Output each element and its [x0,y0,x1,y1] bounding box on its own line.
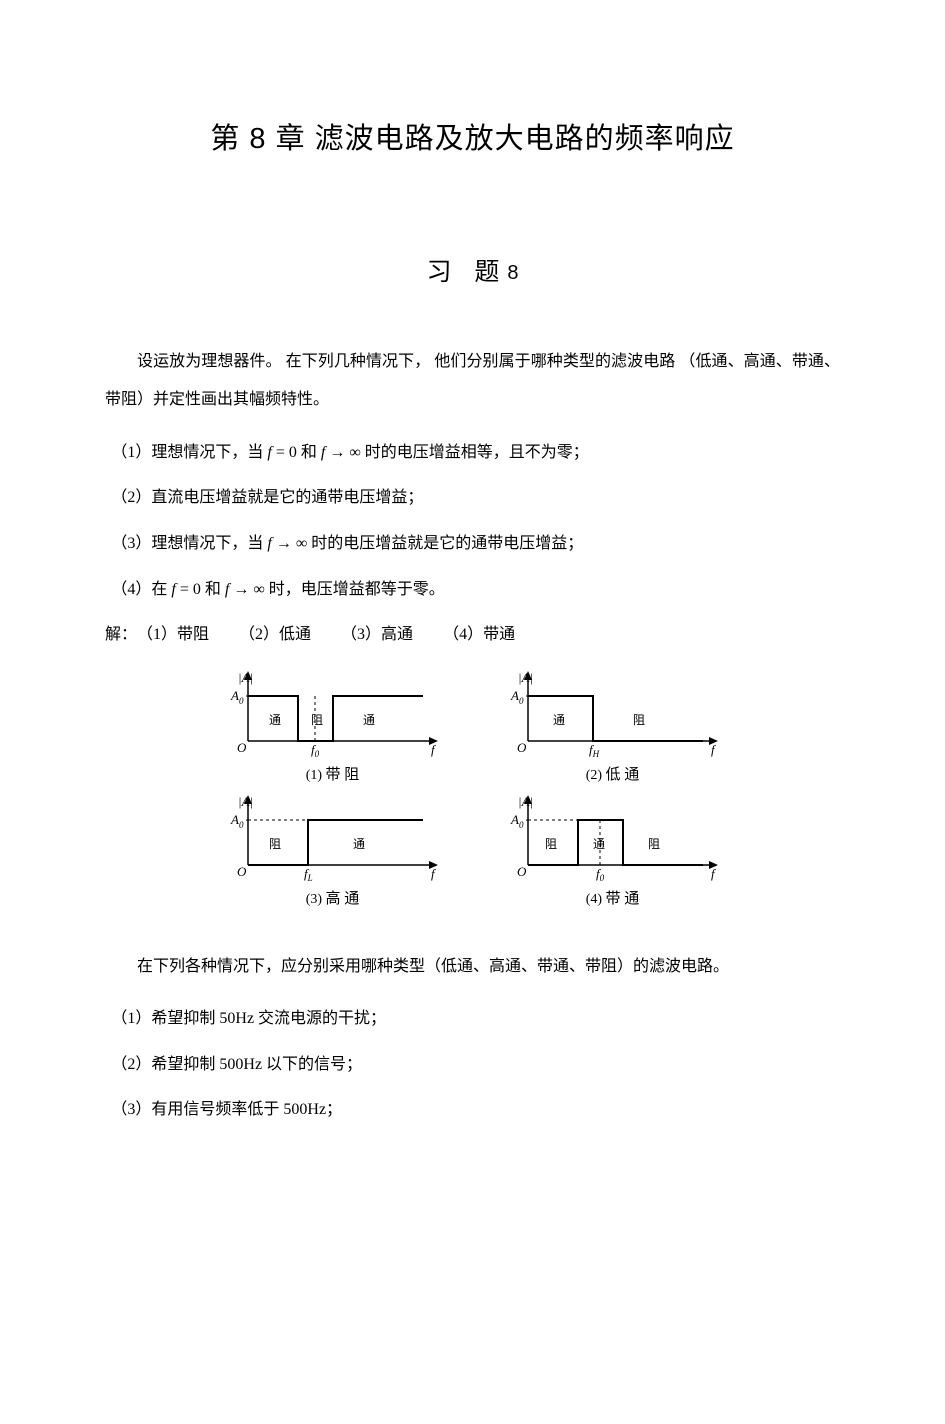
svg-text:|A|: |A| [518,670,533,685]
region-stop: 阻 [648,837,660,851]
chart-bandpass: |A| A0 O f0 f 阻 通 阻 [493,790,733,885]
text: （4）在 [111,581,167,598]
fL-label: fL [304,866,313,883]
text: 和 [301,444,317,461]
ylabel: A [240,670,249,685]
diagram-2-label: (2) 低 通 [493,763,733,784]
a0-label: A0 [510,812,524,830]
svg-text:|A|: |A| [238,794,253,809]
svg-text:|A|: |A| [518,794,533,809]
eq-inf: → ∞ [325,444,360,461]
diagram-3-highpass: |A| A0 O fL f 阻 通 (3) 高 通 [213,790,453,908]
diagram-4-label: (4) 带 通 [493,887,733,908]
label-num: (3) [306,892,322,907]
region-pass: 通 [593,837,605,851]
q2-item-2: （2）希望抑制 500Hz 以下的信号； [105,1052,840,1078]
f-axis-label: f [431,866,437,881]
text: 和 [205,581,225,598]
diagram-grid: |A| A0 O f0 f 通 阻 通 (1) 带 阻 [213,666,733,908]
origin-label: O [517,740,527,755]
region-pass: 通 [353,837,365,851]
label-num: (2) [586,768,602,783]
section-title: 习 题8 [105,252,840,288]
label-cn: 带 阻 [326,767,360,783]
text: 时的电压增益就是它的通带电压增益； [311,535,583,552]
chart-bandstop: |A| A0 O f0 f 通 阻 通 [213,666,453,761]
f0-label: f0 [311,742,320,759]
f-axis-label: f [711,742,717,757]
q1-intro: 设运放为理想器件。 在下列几种情况下， 他们分别属于哪种类型的滤波电路 （低通、… [105,343,840,420]
text: （3）理想情况下，当 [111,535,267,552]
a0-label: A0 [510,688,524,706]
svg-text:|A|: |A| [238,670,253,685]
answer-3: （3）高通 [341,622,413,648]
label-cn: 带 通 [606,891,640,907]
label-num: (1) [306,768,322,783]
diagram-1-bandstop: |A| A0 O f0 f 通 阻 通 (1) 带 阻 [213,666,453,784]
origin-label: O [237,864,247,879]
region-pass: 通 [269,713,281,727]
eq-inf: → ∞ [272,535,307,552]
q2-intro: 在下列各种情况下，应分别采用哪种类型（低通、高通、带通、带阻）的滤波电路。 [105,948,840,986]
chart-lowpass: |A| A0 O fH f 通 阻 [493,666,733,761]
origin-label: O [517,864,527,879]
text: 时，电压增益都等于零。 [269,581,445,598]
text: 时的电压增益相等，且不为零； [365,444,589,461]
q1-item-3: （3）理想情况下，当 f → ∞ 时的电压增益就是它的通带电压增益； [105,531,840,557]
f0-label: f0 [596,866,605,883]
eq-zero: = 0 [176,581,201,598]
answer-4: （4）带通 [443,622,515,648]
answer-1: （1）带阻 [137,622,209,648]
diagram-2-lowpass: |A| A0 O fH f 通 阻 (2) 低 通 [493,666,733,784]
q2-item-3: （3）有用信号频率低于 500Hz； [105,1097,840,1123]
label-cn: 低 通 [606,767,640,783]
origin-label: O [237,740,247,755]
q2-item-1: （1）希望抑制 50Hz 交流电源的干扰； [105,1006,840,1032]
a0-label: A0 [230,812,244,830]
eq-zero: = 0 [272,444,297,461]
diagram-4-bandpass: |A| A0 O f0 f 阻 通 阻 (4) 带 通 [493,790,733,908]
q1-item-1: （1）理想情况下，当 f = 0 和 f → ∞ 时的电压增益相等，且不为零； [105,440,840,466]
region-stop: 阻 [633,713,645,727]
section-title-num: 8 [507,262,518,284]
f-axis-label: f [431,742,437,757]
q1-item-4: （4）在 f = 0 和 f → ∞ 时，电压增益都等于零。 [105,577,840,603]
answer-prefix: 解： [105,626,137,643]
label-cn: 高 通 [326,891,360,907]
diagram-3-label: (3) 高 通 [213,887,453,908]
region-pass: 通 [553,713,565,727]
label-num: (4) [586,892,602,907]
q1-answer: 解：（1）带阻 （2）低通 （3）高通 （4）带通 [105,622,840,648]
chart-highpass: |A| A0 O fL f 阻 通 [213,790,453,885]
diagram-1-label: (1) 带 阻 [213,763,453,784]
region-stop: 阻 [269,837,281,851]
f-axis-label: f [711,866,717,881]
diagram-row-1: |A| A0 O f0 f 通 阻 通 (1) 带 阻 [213,666,733,784]
region-stop: 阻 [311,713,323,727]
region-pass: 通 [363,713,375,727]
answer-2: （2）低通 [239,622,311,648]
text: （1）理想情况下，当 [111,444,267,461]
section-title-text: 习 题 [426,258,507,286]
q1-item-2: （2）直流电压增益就是它的通带电压增益； [105,485,840,511]
chapter-title: 第 8 章 滤波电路及放大电路的频率响应 [105,115,840,157]
document-page: 第 8 章 滤波电路及放大电路的频率响应 习 题8 设运放为理想器件。 在下列几… [0,0,945,1183]
region-stop: 阻 [545,837,557,851]
eq-inf: → ∞ [229,581,264,598]
diagram-row-2: |A| A0 O fL f 阻 通 (3) 高 通 [213,790,733,908]
fH-label: fH [589,742,600,759]
a0-label: A0 [230,688,244,706]
